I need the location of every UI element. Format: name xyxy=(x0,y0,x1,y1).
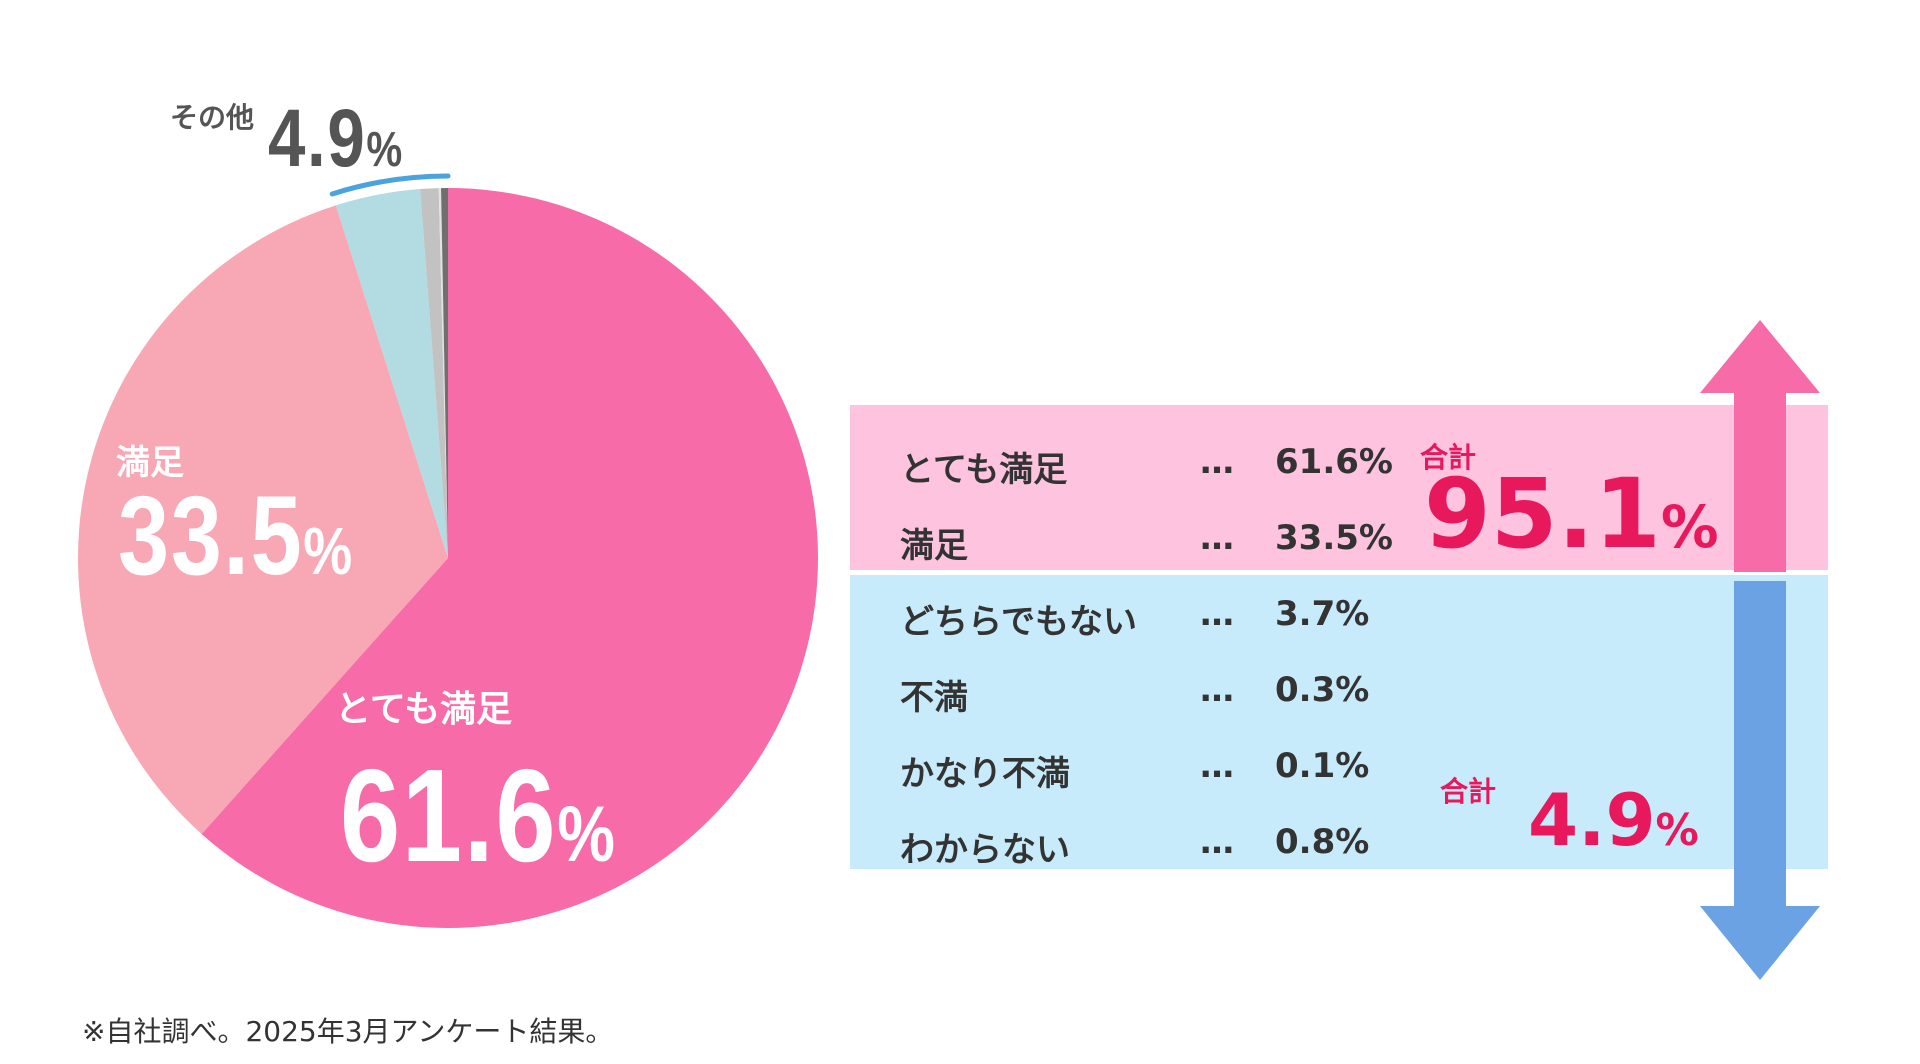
row-value: 0.3% xyxy=(1275,670,1370,710)
other-label: その他 xyxy=(170,101,255,134)
pie-slice-2 xyxy=(335,189,448,559)
totemo-percent-value: 61.6 xyxy=(340,742,558,889)
row-dots: … xyxy=(1200,442,1236,482)
source-footnote: ※自社調べ。2025年3月アンケート結果。 xyxy=(82,1015,614,1048)
positive-band xyxy=(850,405,1828,570)
row-dots: … xyxy=(1200,822,1236,862)
other-percent-value: 4.9 xyxy=(268,93,367,184)
row-name: とても満足 xyxy=(900,450,1068,490)
pie-slice-1 xyxy=(78,205,448,834)
row-value: 33.5% xyxy=(1275,518,1393,558)
row-value: 0.8% xyxy=(1275,822,1370,862)
row-name: 不満 xyxy=(900,678,968,718)
other-percent: 4.9% xyxy=(268,92,404,186)
manzoku-slice-percent: 33.5% xyxy=(118,480,354,608)
row-dots: … xyxy=(1200,746,1236,786)
manzoku-percent-value: 33.5 xyxy=(118,473,304,598)
negative-total-label: 合計 xyxy=(1440,775,1497,808)
manzoku-percent-unit: % xyxy=(303,514,354,589)
totemo-slice-label: とても満足 xyxy=(335,689,513,730)
row-value: 61.6% xyxy=(1275,442,1393,482)
row-dots: … xyxy=(1200,518,1236,558)
positive-total-label: 合計 xyxy=(1420,441,1477,474)
manzoku-slice-label: 満足 xyxy=(116,443,184,483)
totemo-percent-unit: % xyxy=(557,789,617,878)
negative-total-unit: % xyxy=(1655,806,1699,856)
positive-total-number: 95.1 xyxy=(1424,458,1661,570)
row-dots: … xyxy=(1200,670,1236,710)
negative-band xyxy=(850,575,1828,869)
row-name: どちらでもない xyxy=(900,602,1137,642)
negative-total-number: 4.9 xyxy=(1528,778,1656,862)
row-value: 3.7% xyxy=(1275,594,1370,634)
row-name: 満足 xyxy=(900,526,968,566)
row-name: かなり不満 xyxy=(900,754,1070,794)
totemo-slice-percent: 61.6% xyxy=(340,750,617,900)
positive-total-unit: % xyxy=(1660,494,1719,561)
other-percent-unit: % xyxy=(366,122,404,177)
negative-total-value: 4.9% xyxy=(1528,780,1699,871)
row-name: わからない xyxy=(900,830,1070,870)
pie-slice-4 xyxy=(438,188,448,558)
pie-slice-3 xyxy=(420,188,448,558)
pie-slice-0 xyxy=(201,188,819,928)
row-value: 0.1% xyxy=(1275,746,1370,786)
row-dots: … xyxy=(1200,594,1236,634)
other-bracket-arc xyxy=(329,173,451,197)
positive-total-value: 95.1% xyxy=(1424,464,1719,578)
pie-slice-5 xyxy=(441,188,448,558)
